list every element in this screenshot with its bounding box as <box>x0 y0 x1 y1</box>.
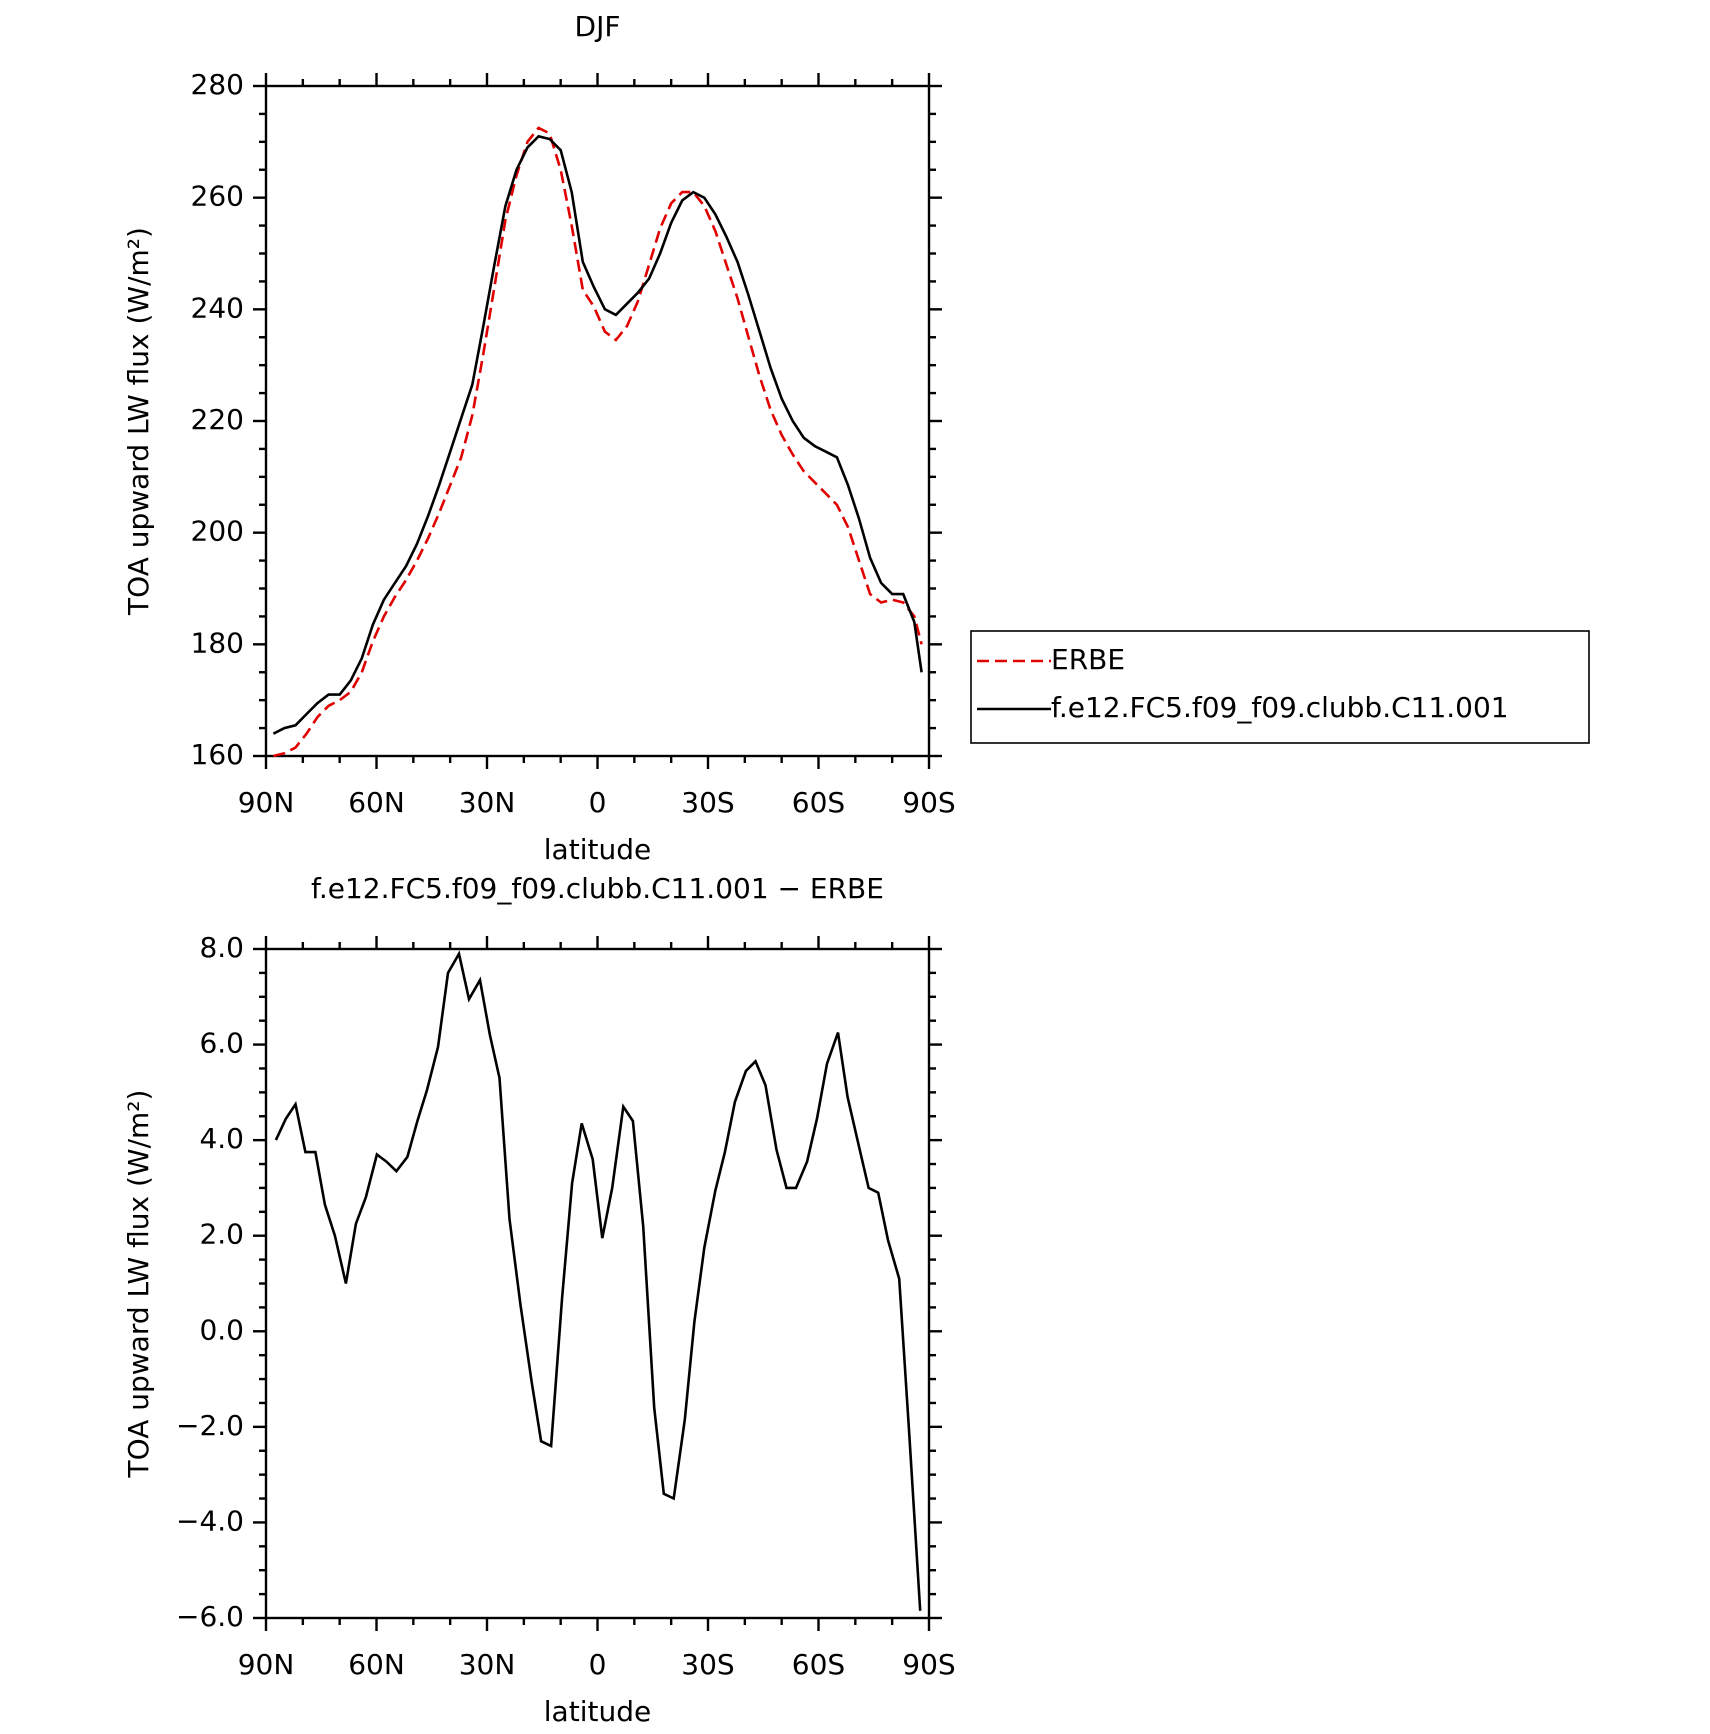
data-line <box>272 134 923 735</box>
y-axis-label: TOA upward LW flux (W/m²) <box>122 1090 155 1479</box>
y-tick-label: 280 <box>191 68 244 101</box>
plot-frame <box>264 947 931 1620</box>
y-tick-label: −6.0 <box>176 1600 244 1633</box>
y-tick-label: 6.0 <box>199 1027 244 1060</box>
y-tick-label: 0.0 <box>199 1313 244 1346</box>
legend: ERBE f.e12.FC5.f09_f09.clubb.C11.001 <box>970 630 1590 744</box>
y-tick-label: 160 <box>191 738 244 771</box>
x-axis-label: latitude <box>544 833 651 866</box>
y-tick-label: 200 <box>191 515 244 548</box>
y-tick-label: 180 <box>191 626 244 659</box>
x-tick-label: 90S <box>902 786 955 819</box>
x-axis-label: latitude <box>544 1695 651 1728</box>
legend-label: f.e12.FC5.f09_f09.clubb.C11.001 <box>1051 691 1509 724</box>
x-tick-label: 60S <box>792 786 845 819</box>
chart-title: f.e12.FC5.f09_f09.clubb.C11.001 − ERBE <box>311 872 884 905</box>
x-tick-label: 30S <box>681 786 734 819</box>
x-tick-label: 30N <box>459 1648 516 1681</box>
x-tick-label: 90N <box>238 786 295 819</box>
y-tick-label: 240 <box>191 291 244 324</box>
x-tick-label: 90S <box>902 1648 955 1681</box>
legend-label: ERBE <box>1051 643 1125 676</box>
y-axis-label: TOA upward LW flux (W/m²) <box>122 227 155 616</box>
data-line <box>273 126 923 758</box>
data-line <box>274 950 922 1611</box>
y-tick-label: 4.0 <box>199 1122 244 1155</box>
y-tick-label: 220 <box>191 403 244 436</box>
x-tick-label: 60N <box>348 1648 405 1681</box>
chart-title: DJF <box>575 10 621 43</box>
x-tick-label: 60N <box>348 786 405 819</box>
x-tick-label: 90N <box>238 1648 295 1681</box>
y-tick-label: 8.0 <box>199 931 244 964</box>
x-tick-label: 0 <box>589 786 607 819</box>
legend-box <box>970 630 1590 744</box>
x-tick-label: 60S <box>792 1648 845 1681</box>
plot-frame <box>264 84 931 758</box>
x-tick-label: 0 <box>589 1648 607 1681</box>
y-tick-label: 260 <box>191 180 244 213</box>
y-tick-label: −4.0 <box>176 1504 244 1537</box>
y-tick-label: 2.0 <box>199 1218 244 1251</box>
x-tick-label: 30N <box>459 786 516 819</box>
x-tick-label: 30S <box>681 1648 734 1681</box>
y-tick-label: −2.0 <box>176 1409 244 1442</box>
